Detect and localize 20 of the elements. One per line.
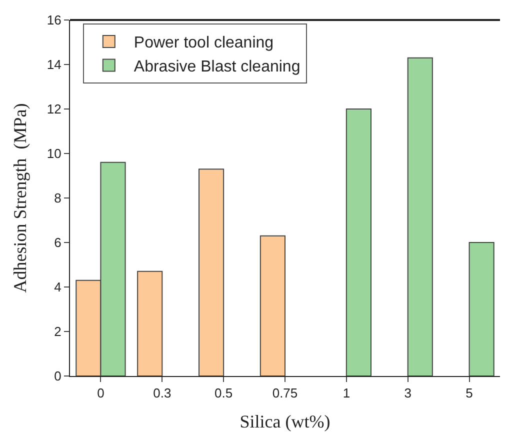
y-tick-label: 6 — [54, 235, 62, 250]
x-tick-label: 1 — [342, 386, 350, 401]
y-tick-label: 8 — [54, 190, 62, 206]
x-axis-title: Silica (wt%) — [240, 412, 330, 432]
legend-label: Power tool cleaning — [134, 34, 274, 52]
y-axis-title: Adhesion Strength (MPa) — [10, 103, 30, 293]
y-tick-label: 4 — [54, 280, 62, 295]
x-tick-label: 0 — [97, 386, 104, 401]
x-tick-label: 5 — [466, 386, 473, 401]
x-tick-label: 0.5 — [214, 386, 233, 401]
legend-label: Abrasive Blast cleaning — [134, 58, 300, 76]
x-tick-label: 0.75 — [272, 386, 298, 401]
x-tick-label: 3 — [404, 386, 412, 401]
y-tick-label: 12 — [46, 102, 62, 117]
y-tick-label: 2 — [54, 324, 62, 340]
y-tick-label: 0 — [54, 368, 62, 384]
y-tick-label: 14 — [46, 57, 62, 72]
x-tick-label: 0.3 — [153, 386, 172, 401]
y-tick-label: 10 — [46, 146, 62, 162]
y-tick-label: 16 — [46, 12, 62, 28]
